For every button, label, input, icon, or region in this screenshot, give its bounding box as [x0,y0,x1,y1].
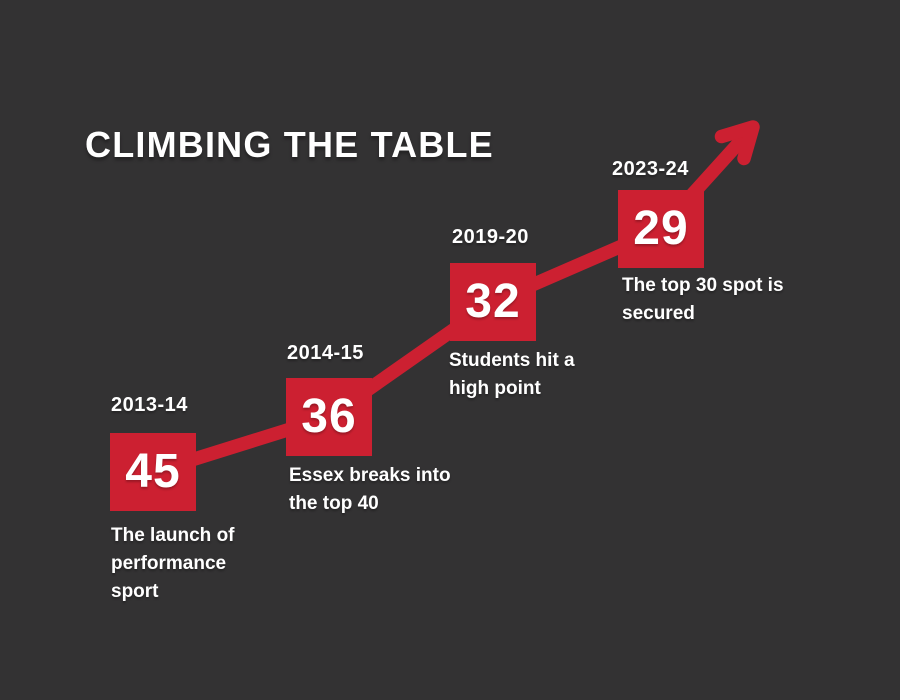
node-rank-value: 45 [125,445,181,498]
node-caption: The launch of performance sport [111,522,281,606]
node-caption: Essex breaks into the top 40 [289,462,489,518]
node-year-label: 2023-24 [612,158,689,180]
node-year-label: 2019-20 [452,226,529,248]
caption-line: The top 30 spot is [622,275,784,296]
caption-line: performance [111,553,227,574]
caption-line: high point [449,378,541,399]
node-year-label: 2014-15 [287,342,364,364]
node-rank-square: 45 [110,433,196,511]
node-rank-square: 29 [618,190,704,268]
node-caption: Students hit a high point [449,347,629,403]
node-rank-square: 32 [450,263,536,341]
caption-line: The launch of [111,525,235,546]
caption-line: Students hit a [449,350,575,371]
node-rank-value: 32 [465,275,521,328]
caption-line: the top 40 [289,493,379,514]
node-year-label: 2013-14 [111,394,188,416]
node-rank-value: 36 [301,390,357,443]
node-caption: The top 30 spot is secured [622,272,832,328]
node-rank-value: 29 [633,202,689,255]
caption-line: Essex breaks into [289,465,451,486]
node-rank-square: 36 [286,378,372,456]
page-title: CLIMBING THE TABLE [85,124,494,166]
caption-line: sport [111,581,159,602]
caption-line: secured [622,303,695,324]
arrow-head-icon [714,120,760,166]
